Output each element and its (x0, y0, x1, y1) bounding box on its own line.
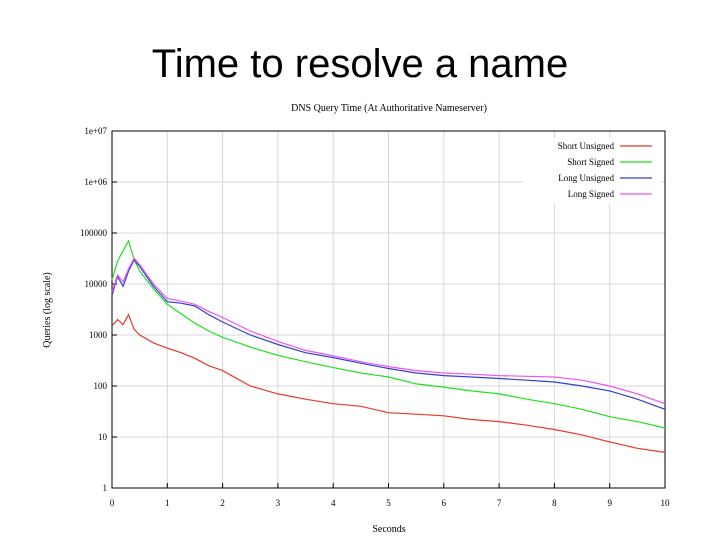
y-ticks: 1 10 100 1000 10000 100000 1e+06 1e+07 (80, 126, 117, 493)
x-tick-label: 6 (442, 498, 447, 508)
series-line-long-unsigned (111, 258, 666, 410)
x-tick-label: 3 (276, 498, 281, 508)
series-lines (111, 239, 666, 453)
legend-background (523, 138, 661, 204)
series-line-short-signed (111, 239, 666, 429)
x-tick-label: 10 (661, 498, 671, 508)
y-tick-label: 1000 (89, 330, 108, 340)
y-axis-label: Queries (log scale) (42, 272, 53, 348)
y-tick-label: 1 (103, 483, 108, 493)
x-axis-label: Seconds (372, 524, 405, 535)
x-tick-label: 4 (331, 498, 336, 508)
legend-label: Short Unsigned (558, 141, 615, 151)
y-tick-label: 1e+07 (84, 126, 107, 136)
y-tick-label: 10000 (85, 279, 108, 289)
y-tick-label: 100000 (80, 228, 108, 238)
y-tick-label: 100 (94, 381, 108, 391)
legend-label: Long Signed (568, 189, 615, 199)
x-tick-label: 2 (220, 498, 225, 508)
x-tick-label: 0 (110, 498, 115, 508)
x-tick-label: 7 (497, 498, 502, 508)
legend: Short Unsigned Short Signed Long Unsigned L… (523, 138, 661, 204)
y-tick-label: 1e+06 (84, 177, 107, 187)
legend-label: Long Unsigned (558, 173, 614, 183)
y-tick-label: 10 (98, 432, 108, 442)
x-tick-label: 9 (607, 498, 612, 508)
x-tick-label: 1 (165, 498, 170, 508)
x-tick-label: 8 (552, 498, 557, 508)
slide-title: Time to resolve a name (151, 42, 569, 86)
x-ticks: 0 1 2 3 4 5 6 7 8 9 10 (110, 483, 670, 508)
x-tick-label: 5 (386, 498, 391, 508)
series-line-long-signed (111, 257, 666, 405)
chart-title: DNS Query Time (At Authoritative Nameser… (291, 103, 487, 114)
legend-label: Short Signed (567, 157, 614, 167)
series-line-short-unsigned (111, 313, 666, 453)
grid-lines (112, 131, 665, 488)
